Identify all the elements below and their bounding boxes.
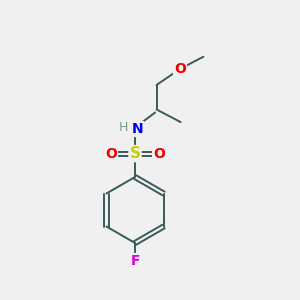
Text: N: N: [132, 122, 143, 136]
Text: S: S: [130, 146, 140, 161]
Text: O: O: [174, 62, 186, 76]
Text: H: H: [119, 121, 128, 134]
Text: O: O: [105, 147, 117, 160]
Text: O: O: [153, 147, 165, 160]
Text: F: F: [130, 254, 140, 268]
